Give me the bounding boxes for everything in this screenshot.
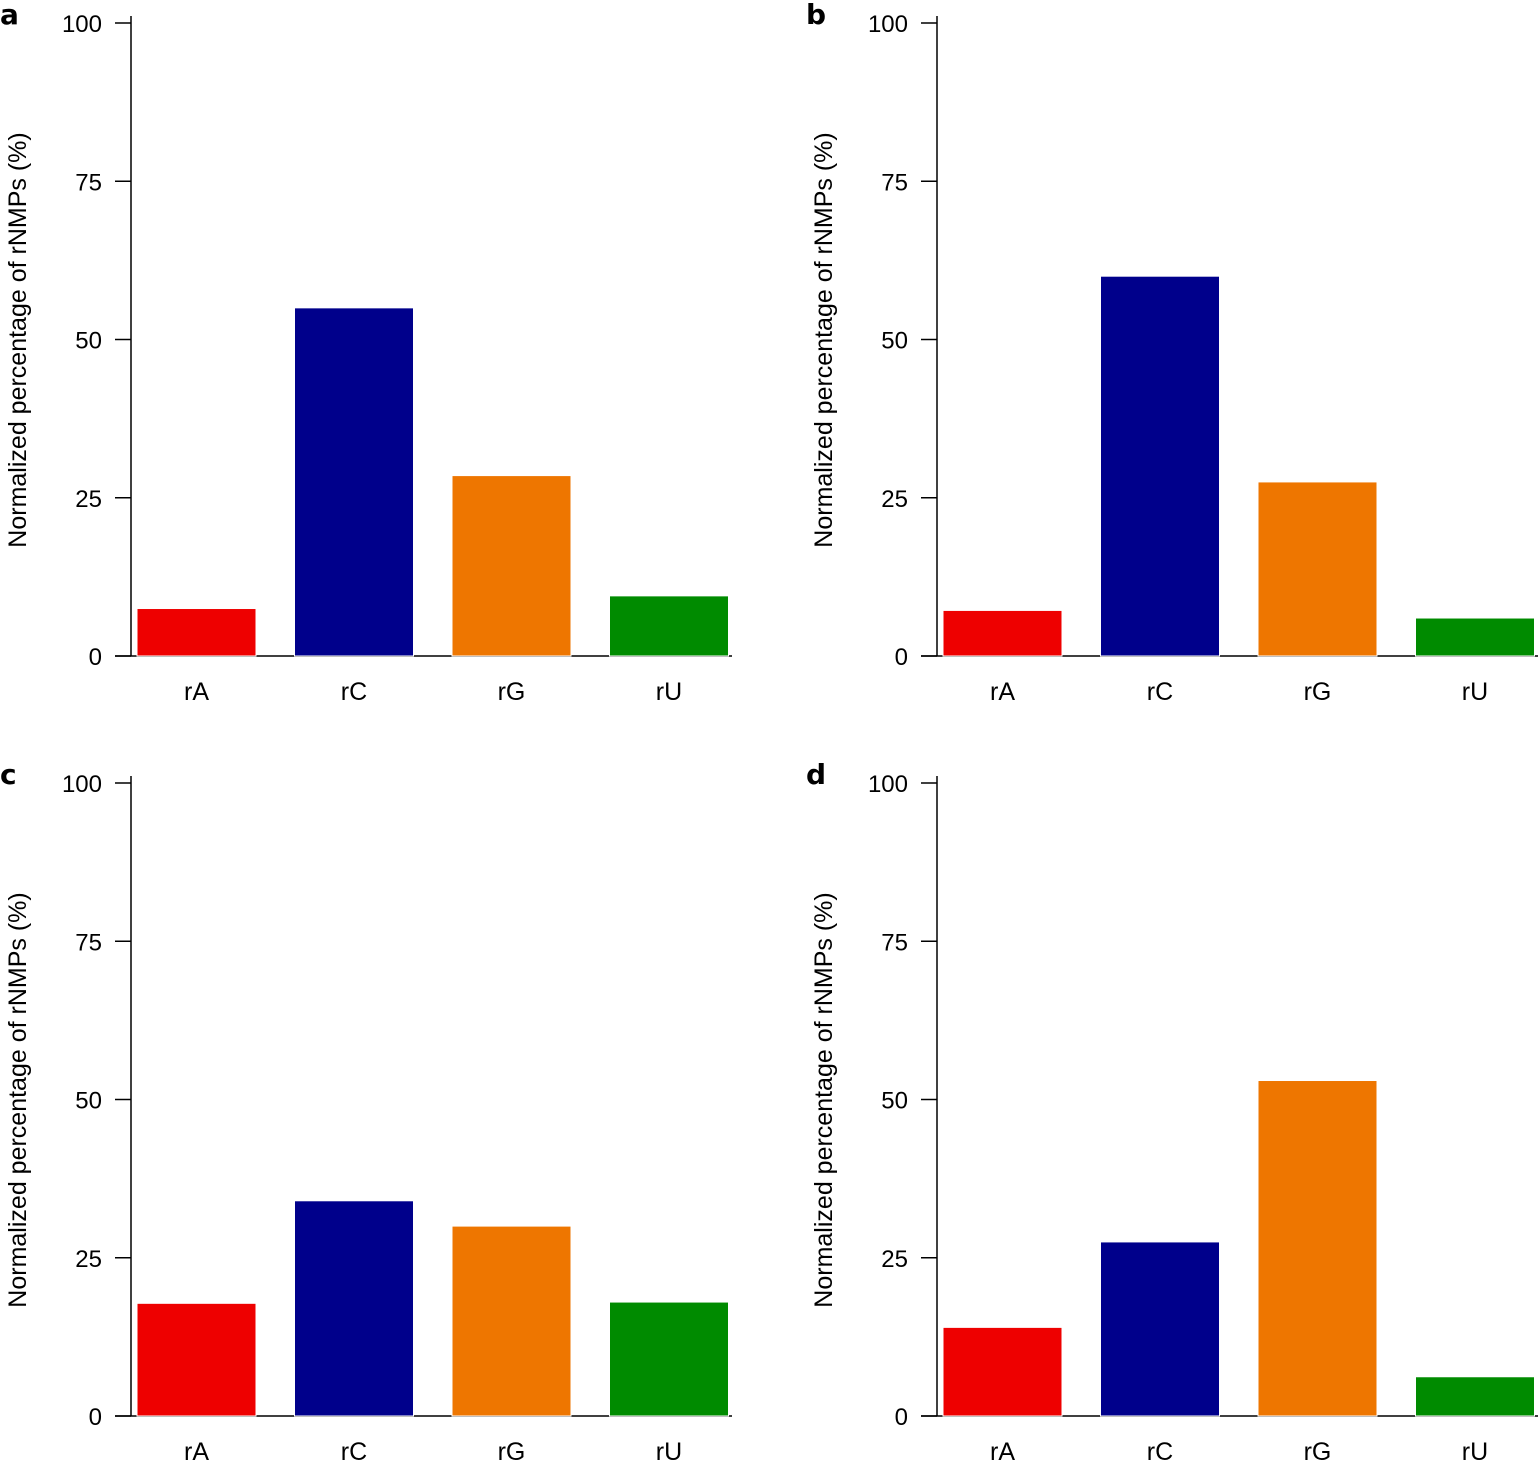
- y-tick-label: 75: [75, 169, 102, 196]
- panel-c: c 0 25 50 75 100 Normalized percentage of rNMP…: [0, 758, 732, 1466]
- bar-rA: [942, 609, 1063, 657]
- x-tick-label-rU: rU: [1462, 678, 1488, 706]
- panel-label-b: b: [806, 0, 826, 31]
- x-tick-label-rG: rG: [1304, 1438, 1332, 1466]
- y-axis-title: Normalized percentage of rNMPs (%): [4, 892, 32, 1307]
- bar-rA: [942, 1326, 1063, 1417]
- y-tick-label: 100: [62, 771, 102, 798]
- bar-rG: [1257, 481, 1378, 657]
- y-tick-label: 0: [89, 644, 102, 671]
- panel-label-a: a: [0, 0, 19, 31]
- bar-rU: [1415, 1376, 1535, 1417]
- y-tick-label: 75: [881, 169, 908, 196]
- y-tick-label: 0: [895, 1404, 908, 1431]
- panel-b: b 0 25 50 75 100 Normalized percentage of rNMP…: [806, 0, 1538, 706]
- x-tick-label-rG: rG: [1304, 678, 1332, 706]
- x-tick-label-rC: rC: [1147, 678, 1173, 706]
- y-tick-label: 100: [868, 11, 908, 38]
- y-tick-label: 50: [75, 1088, 102, 1115]
- x-tick-label-rU: rU: [1462, 1438, 1488, 1466]
- y-axis-title: Normalized percentage of rNMPs (%): [810, 132, 838, 547]
- y-tick-label: 100: [62, 11, 102, 38]
- bar-rA: [136, 1302, 257, 1417]
- panel-label-c: c: [0, 758, 17, 791]
- x-tick-label-rA: rA: [184, 678, 209, 706]
- y-tick-label: 25: [75, 1246, 102, 1273]
- x-tick-label-rC: rC: [1147, 1438, 1173, 1466]
- x-tick-label-rU: rU: [656, 1438, 682, 1466]
- panel-d: d 0 25 50 75 100 Normalized percentage of rNMP…: [806, 758, 1538, 1466]
- y-tick-label: 100: [868, 771, 908, 798]
- bar-rG: [451, 1225, 572, 1417]
- y-tick-label: 0: [895, 644, 908, 671]
- x-tick-label-rA: rA: [184, 1438, 209, 1466]
- bar-rC: [294, 307, 414, 657]
- y-tick-label: 50: [881, 328, 908, 355]
- y-tick-label: 75: [75, 929, 102, 956]
- panel-label-d: d: [806, 758, 826, 791]
- bar-rG: [1257, 1080, 1378, 1417]
- y-tick-label: 25: [75, 486, 102, 513]
- bar-rC: [1100, 275, 1220, 657]
- y-tick-label: 75: [881, 929, 908, 956]
- bar-rU: [609, 595, 729, 657]
- y-axis-title: Normalized percentage of rNMPs (%): [4, 132, 32, 547]
- y-tick-label: 50: [75, 328, 102, 355]
- y-tick-label: 25: [881, 486, 908, 513]
- x-tick-label-rG: rG: [498, 678, 526, 706]
- y-tick-label: 0: [89, 1404, 102, 1431]
- x-tick-label-rG: rG: [498, 1438, 526, 1466]
- x-tick-label-rC: rC: [341, 678, 367, 706]
- bar-rU: [609, 1301, 729, 1417]
- bar-rC: [294, 1200, 414, 1417]
- bar-rA: [136, 608, 257, 657]
- panel-a: a 0 25 50 75 100 Normalized percentage of rNMP…: [0, 0, 732, 706]
- x-tick-label-rA: rA: [990, 678, 1015, 706]
- bar-rG: [451, 475, 572, 657]
- bar-rC: [1100, 1241, 1220, 1417]
- y-tick-label: 50: [881, 1088, 908, 1115]
- y-axis-title: Normalized percentage of rNMPs (%): [810, 892, 838, 1307]
- x-tick-label-rA: rA: [990, 1438, 1015, 1466]
- y-tick-label: 25: [881, 1246, 908, 1273]
- x-tick-label-rC: rC: [341, 1438, 367, 1466]
- bar-rU: [1415, 617, 1535, 657]
- x-tick-label-rU: rU: [656, 678, 682, 706]
